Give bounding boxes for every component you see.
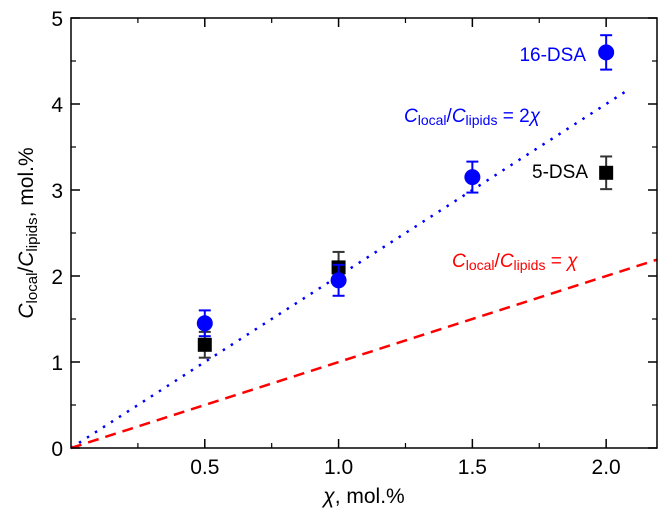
y-axis-label: Clocal/Clipids, mol.%	[15, 147, 41, 318]
point-5-DSA	[197, 337, 212, 352]
point-16-DSA	[598, 44, 615, 61]
line-label-2chi: Clocal/Clipids = 2χ	[404, 106, 541, 128]
y-tick-label: 0	[51, 438, 63, 461]
x-tick-label: 2.0	[592, 456, 621, 479]
x-axis-label: χ, mol.%	[321, 485, 404, 508]
x-tick-label: 1.0	[324, 456, 353, 479]
point-16-DSA	[330, 272, 347, 289]
y-tick-label: 3	[51, 180, 63, 203]
y-tick-label: 2	[51, 266, 63, 289]
legend-5-dsa: 5-DSA	[532, 162, 588, 183]
point-5-DSA	[599, 165, 614, 180]
data-points	[196, 34, 615, 359]
y-tick-label: 4	[51, 94, 63, 117]
point-16-DSA	[196, 315, 213, 332]
x-tick-label: 1.5	[458, 456, 487, 479]
reference-lines	[70, 90, 658, 450]
ticks: 0.5 1.0 1.5 2.0 0 1 2 3 4 5	[51, 8, 657, 479]
line-label-chi: Clocal/Clipids = χ	[452, 251, 578, 273]
plot-frame	[70, 17, 658, 449]
reference-line-dashed	[70, 258, 658, 450]
point-16-DSA	[464, 169, 481, 186]
x-tick-label: 0.5	[190, 456, 219, 479]
y-tick-label: 1	[51, 352, 63, 375]
y-tick-label: 5	[51, 8, 63, 31]
legend-16-dsa: 16-DSA	[519, 45, 586, 66]
